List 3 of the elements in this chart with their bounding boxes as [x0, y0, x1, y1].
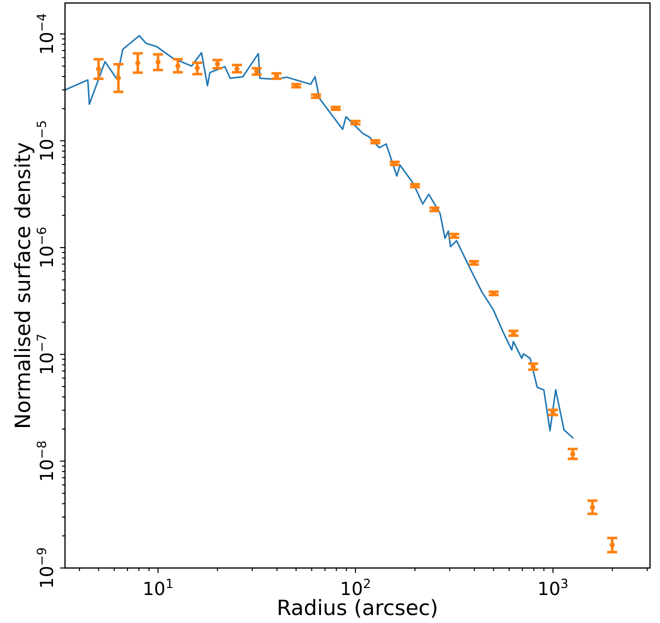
- y-axis-title: Normalised surface density: [11, 142, 35, 429]
- x-tick-label: 10$^{1}$: [142, 576, 174, 600]
- x-tick-label: 10$^{3}$: [538, 576, 568, 600]
